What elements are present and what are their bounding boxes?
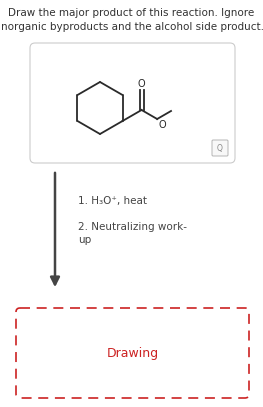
Text: Draw the major product of this reaction. Ignore: Draw the major product of this reaction.… [8, 8, 255, 18]
Text: 1. H₃O⁺, heat: 1. H₃O⁺, heat [78, 196, 147, 206]
FancyBboxPatch shape [212, 140, 228, 156]
FancyBboxPatch shape [16, 308, 249, 398]
Text: O: O [158, 120, 166, 130]
Text: 2. Neutralizing work-
up: 2. Neutralizing work- up [78, 222, 187, 245]
Text: O: O [138, 79, 145, 89]
FancyBboxPatch shape [30, 43, 235, 163]
Text: inorganic byproducts and the alcohol side product.: inorganic byproducts and the alcohol sid… [0, 22, 263, 32]
Text: Drawing: Drawing [107, 346, 159, 359]
Text: Q: Q [217, 144, 223, 153]
